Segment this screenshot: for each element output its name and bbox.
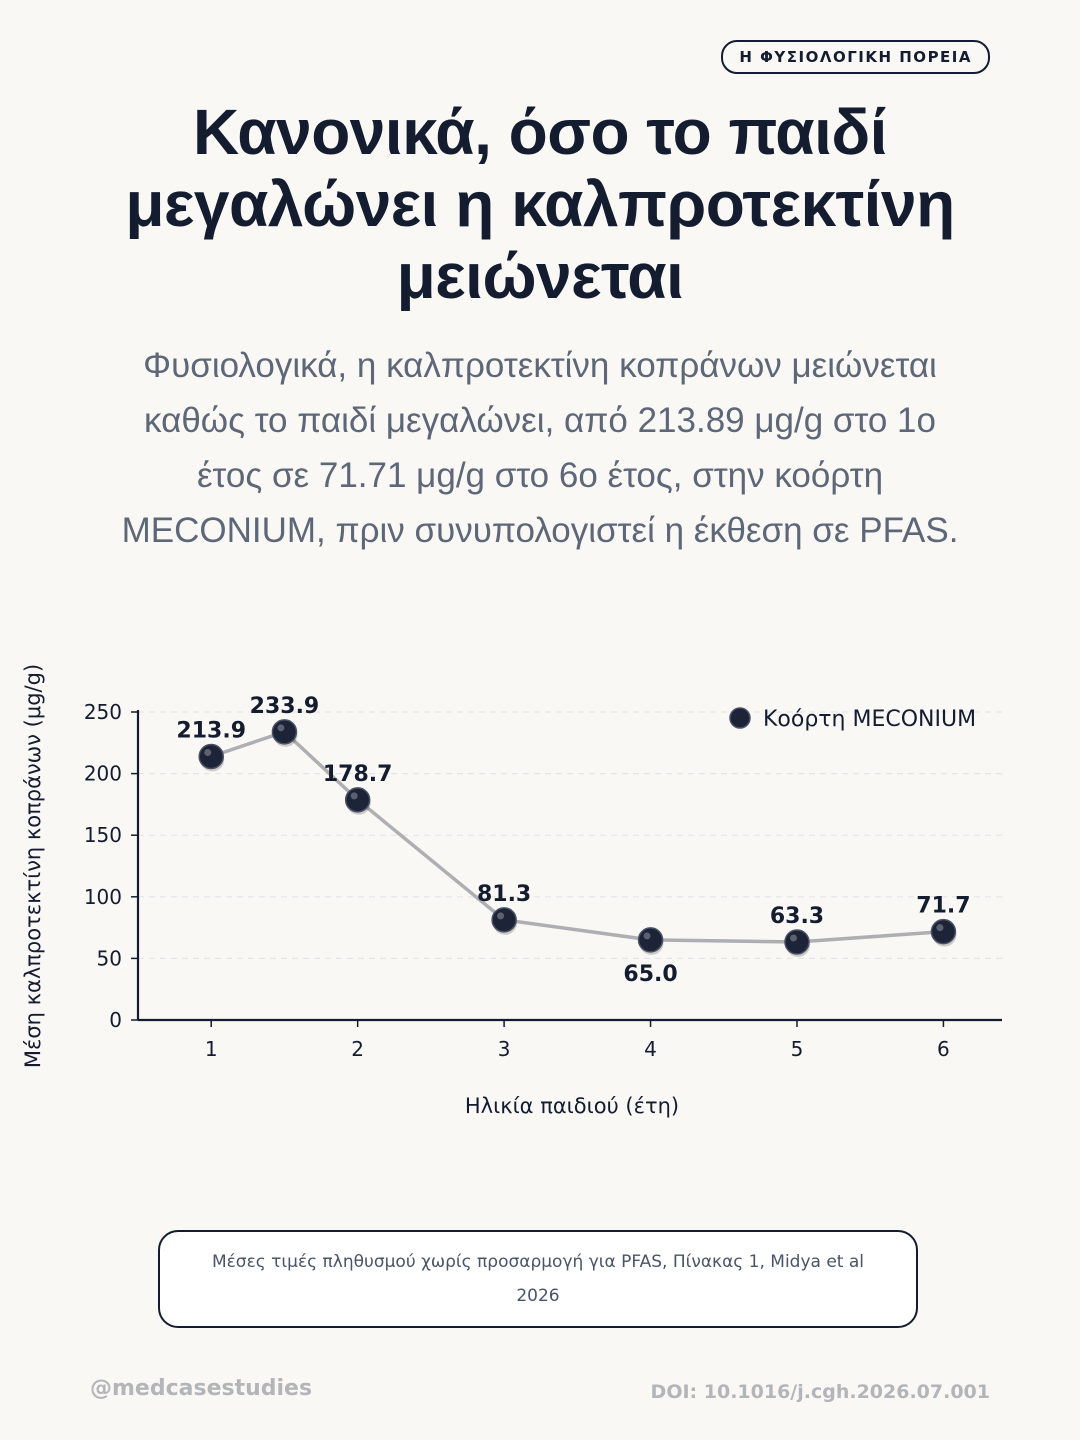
data-label: 63.3 bbox=[770, 904, 824, 929]
data-label: 178.7 bbox=[323, 762, 393, 787]
legend-label: Κοόρτη MECONIUM bbox=[763, 707, 976, 732]
x-tick-label: 5 bbox=[791, 1037, 804, 1061]
chart-axes bbox=[136, 710, 1002, 1022]
y-tick-label: 250 bbox=[84, 700, 122, 724]
y-tick-label: 100 bbox=[84, 885, 122, 909]
x-tick-label: 6 bbox=[937, 1037, 950, 1061]
y-tick-label: 150 bbox=[84, 823, 122, 847]
y-axis-label: Μέση καλπροτεκτίνη κοπράνων (μg/g) bbox=[21, 664, 45, 1068]
y-tick-label: 0 bbox=[109, 1008, 122, 1032]
point-highlight bbox=[497, 912, 505, 920]
x-tick-label: 1 bbox=[205, 1037, 218, 1061]
data-label: 65.0 bbox=[623, 962, 677, 987]
data-point bbox=[271, 719, 298, 745]
y-tick-label: 200 bbox=[84, 762, 122, 786]
data-point bbox=[930, 918, 957, 945]
point-highlight bbox=[789, 934, 797, 942]
author-handle: @medcasestudies bbox=[90, 1376, 313, 1401]
data-point bbox=[344, 787, 371, 813]
data-label: 233.9 bbox=[250, 694, 320, 719]
doi-reference: DOI: 10.1016/j.cgh.2026.07.001 bbox=[650, 1381, 990, 1403]
x-tick-label: 3 bbox=[498, 1037, 511, 1061]
x-axis-ticks: 1 2 3 4 5 6 bbox=[205, 1020, 950, 1061]
chart-grid bbox=[138, 711, 1002, 959]
point-highlight bbox=[277, 724, 285, 732]
page-title: Κανονικά, όσο το παιδί μεγαλώνει η καλπρ… bbox=[125, 96, 955, 312]
point-highlight bbox=[936, 924, 944, 932]
chart-series bbox=[198, 719, 957, 958]
page-subtitle: Φυσιολογικά, η καλπροτεκτίνη κοπράνων με… bbox=[121, 346, 959, 550]
legend-marker bbox=[729, 707, 751, 729]
x-tick-label: 4 bbox=[644, 1037, 657, 1061]
x-tick-label: 2 bbox=[351, 1037, 364, 1061]
data-point bbox=[784, 929, 810, 955]
data-point bbox=[198, 743, 224, 770]
x-axis-label: Ηλικία παιδιού (έτη) bbox=[465, 1094, 679, 1118]
data-label: 213.9 bbox=[176, 718, 246, 743]
source-note: Μέσες τιμές πληθυσμού χωρίς προσαρμογή γ… bbox=[158, 1230, 918, 1328]
data-point bbox=[637, 927, 664, 953]
chart-legend: Κοόρτη MECONIUM bbox=[729, 707, 976, 732]
data-point bbox=[491, 907, 517, 933]
y-axis-ticks: 0 50 100 150 200 250 bbox=[84, 700, 138, 1032]
point-highlight bbox=[350, 792, 358, 800]
data-label: 81.3 bbox=[477, 882, 531, 907]
section-badge: Η ΦΥΣΙΟΛΟΓΙΚΗ ΠΟΡΕΙΑ bbox=[721, 40, 990, 74]
point-highlight bbox=[204, 748, 212, 756]
data-label: 71.7 bbox=[916, 894, 970, 919]
series-line bbox=[209, 730, 946, 944]
y-tick-label: 50 bbox=[97, 946, 122, 970]
point-highlight bbox=[643, 932, 651, 940]
